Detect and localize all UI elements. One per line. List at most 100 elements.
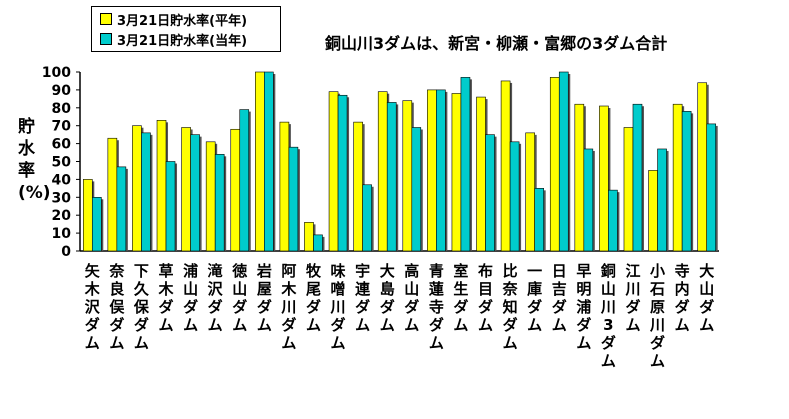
bar-current <box>583 148 594 252</box>
bar-current <box>608 189 618 252</box>
bar-current <box>436 89 446 252</box>
x-tick-label: 早明浦ダム <box>576 262 591 352</box>
bar-current <box>534 188 544 252</box>
bar-current <box>362 184 372 252</box>
legend: 3月21日貯水率(平年) 3月21日貯水率(当年) <box>91 6 281 52</box>
y-tick-label: 100 <box>42 65 71 81</box>
bar-current <box>706 123 717 252</box>
bar-normal <box>525 132 535 252</box>
bar-normal <box>328 91 339 252</box>
x-tick-label: 岩屋ダム <box>256 262 272 334</box>
legend-entry-normal: 3月21日貯水率(平年) <box>100 10 248 29</box>
y-tick-label: 50 <box>52 155 72 171</box>
bar-current <box>190 134 200 252</box>
legend-entry-current: 3月21日貯水率(当年) <box>100 30 248 49</box>
x-tick-label: 江川ダム <box>624 262 640 334</box>
x-tick-label: 奈良俣ダム <box>108 262 125 352</box>
bar-normal <box>230 128 241 252</box>
x-tick-label: 日吉ダム <box>552 262 567 334</box>
bar-current <box>313 234 323 252</box>
y-tick-label: 10 <box>52 226 72 242</box>
bars <box>82 71 718 252</box>
bar-normal <box>132 125 142 252</box>
bar-normal <box>500 80 511 252</box>
bar-current <box>509 141 520 252</box>
bar-normal <box>82 179 93 252</box>
y-tick-label: 30 <box>52 190 72 206</box>
bar-normal <box>107 137 118 252</box>
bar-normal <box>697 82 708 252</box>
x-tick-label: 大島ダム <box>380 262 395 334</box>
bar-current <box>337 94 348 252</box>
y-tick-label: 70 <box>52 119 72 135</box>
x-tick-label: 高山ダム <box>404 262 419 334</box>
x-tick-label: 味噌川ダム <box>330 262 346 352</box>
bar-current <box>288 146 299 252</box>
bar-normal <box>402 100 413 252</box>
x-tick-label: 徳山ダム <box>231 262 247 334</box>
bar-normal <box>304 222 314 252</box>
bar-normal <box>672 103 683 252</box>
bar-normal <box>156 120 167 252</box>
bar-normal <box>599 105 609 252</box>
bar-normal <box>549 77 560 252</box>
bar-current <box>264 71 274 252</box>
legend-label-current: 3月21日貯水率(当年) <box>117 33 248 49</box>
x-tick-label: 草木ダム <box>158 262 175 334</box>
bar-current <box>91 197 102 252</box>
bar-normal <box>181 127 191 252</box>
bar-normal <box>623 127 634 252</box>
x-tick-label: 大山ダム <box>699 262 714 334</box>
bar-normal <box>205 141 216 252</box>
bar-current <box>116 166 127 252</box>
bar-current <box>141 132 151 252</box>
y-tick-label: 60 <box>52 137 72 153</box>
x-tick-label: 小石原川ダム <box>649 262 665 370</box>
bar-current <box>558 71 569 252</box>
x-tick-label: 銅山川 3 ダム <box>600 262 616 370</box>
legend-label-normal: 3月21日貯水率(平年) <box>117 13 248 29</box>
x-tick-label: 滝沢ダム <box>208 262 224 334</box>
x-tick-label: 矢木沢ダム <box>84 262 101 352</box>
bar-current <box>165 161 176 252</box>
x-axis-labels: 矢木沢ダム奈良俣ダム下久保ダム草木ダム浦山ダム滝沢ダム徳山ダム岩屋ダム阿木川ダム… <box>84 262 714 370</box>
y-tick-label: 80 <box>52 101 72 117</box>
x-tick-label: 宇連ダム <box>355 262 371 334</box>
y-tick-label: 40 <box>52 172 72 188</box>
bar-normal <box>648 170 658 252</box>
y-tick-label: 20 <box>52 208 72 224</box>
y-axis-label: 貯水率(%) <box>18 117 51 203</box>
bar-normal <box>476 96 486 252</box>
legend-swatch-normal <box>100 13 112 25</box>
bar-current <box>632 103 643 252</box>
bar-current <box>411 127 422 252</box>
bar-current <box>657 148 667 252</box>
bar-normal <box>353 121 363 252</box>
bar-normal <box>451 93 462 252</box>
bar-normal <box>574 103 585 252</box>
bar-normal <box>427 89 437 252</box>
x-tick-label: 浦山ダム <box>183 262 198 334</box>
bar-current <box>485 134 495 252</box>
bar-normal <box>255 71 265 252</box>
x-tick-label: 寺内ダム <box>675 262 690 334</box>
x-tick-label: 比奈知ダム <box>502 262 519 352</box>
x-tick-label: 一庫ダム <box>527 262 542 334</box>
x-tick-label: 牧尾ダム <box>306 262 322 334</box>
bar-current <box>681 111 692 252</box>
x-tick-label: 下久保ダム <box>133 262 150 352</box>
x-tick-label: 阿木川ダム <box>280 262 297 352</box>
bar-normal <box>279 121 290 252</box>
y-tick-label: 90 <box>52 83 72 99</box>
bar-current <box>214 154 225 252</box>
y-tick-label: 0 <box>61 244 71 260</box>
bar-current <box>386 102 397 252</box>
bar-current <box>239 109 250 252</box>
bar-normal <box>377 91 388 252</box>
x-tick-label: 青蓮寺ダム <box>429 262 444 352</box>
legend-swatch-current <box>100 33 112 45</box>
x-tick-label: 布目ダム <box>478 262 493 334</box>
x-tick-label: 室生ダム <box>453 262 468 334</box>
bar-current <box>460 77 471 252</box>
